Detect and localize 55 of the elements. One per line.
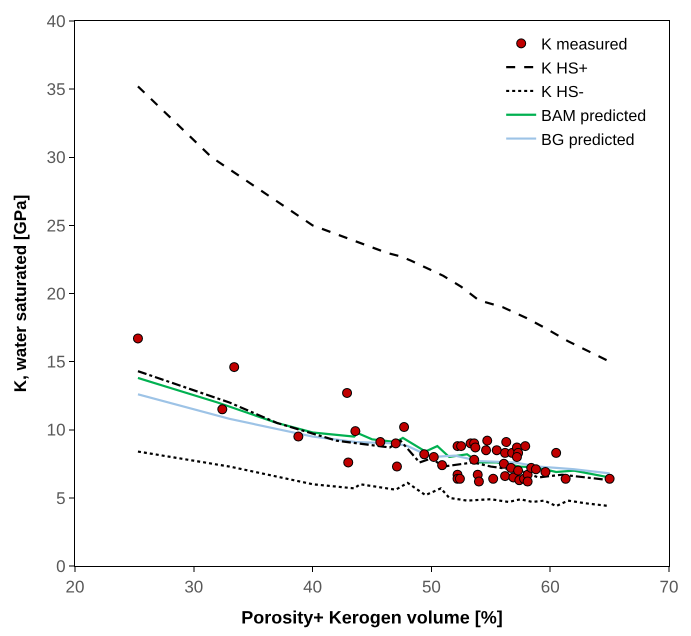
point bbox=[469, 454, 480, 465]
point bbox=[540, 466, 550, 477]
point bbox=[456, 441, 466, 452]
point bbox=[392, 462, 402, 472]
point bbox=[551, 448, 562, 458]
y-tick-label: 40 bbox=[46, 12, 66, 31]
point bbox=[350, 426, 360, 436]
y-tick-label: 10 bbox=[46, 420, 66, 440]
point bbox=[437, 460, 448, 470]
point bbox=[482, 436, 492, 446]
point bbox=[560, 474, 571, 484]
point bbox=[530, 464, 541, 474]
point bbox=[399, 422, 410, 432]
point bbox=[500, 471, 510, 482]
point bbox=[522, 476, 533, 487]
legend-label: BG predicted bbox=[541, 132, 635, 149]
point bbox=[488, 474, 498, 484]
point bbox=[512, 452, 522, 462]
legend-label: K HS+ bbox=[541, 60, 588, 78]
point bbox=[293, 432, 304, 442]
point bbox=[132, 333, 143, 344]
point bbox=[217, 404, 228, 414]
point bbox=[229, 362, 240, 372]
point bbox=[342, 388, 352, 398]
point bbox=[520, 441, 530, 452]
y-tick-label: 35 bbox=[46, 80, 66, 100]
point bbox=[481, 445, 492, 456]
point bbox=[501, 437, 512, 448]
x-tick-label: 50 bbox=[422, 577, 441, 596]
x-tick-label: 40 bbox=[303, 577, 322, 596]
point bbox=[492, 445, 502, 456]
y-tick-label: 15 bbox=[46, 352, 66, 372]
point bbox=[375, 437, 386, 448]
point bbox=[513, 466, 524, 476]
y-tick-label: 5 bbox=[56, 488, 66, 508]
y-axis-title: K, water saturated [GPa] bbox=[11, 194, 30, 392]
x-tick-label: 60 bbox=[540, 577, 560, 596]
legend-label: K measured bbox=[541, 36, 628, 54]
point bbox=[498, 458, 509, 469]
legend-label: BAM predicted bbox=[541, 108, 646, 125]
point bbox=[390, 438, 401, 448]
y-tick-label: 0 bbox=[56, 556, 66, 576]
y-tick-label: 25 bbox=[46, 216, 66, 236]
point bbox=[343, 457, 354, 468]
point bbox=[474, 476, 484, 487]
point bbox=[604, 474, 615, 484]
legend-label: K HS- bbox=[541, 84, 584, 102]
x-tick-label: 30 bbox=[184, 577, 204, 596]
point bbox=[419, 449, 430, 460]
x-tick-label: 70 bbox=[660, 577, 678, 596]
point bbox=[428, 452, 439, 462]
y-tick-label: 20 bbox=[46, 284, 66, 304]
point bbox=[470, 442, 480, 452]
y-tick-label: 30 bbox=[46, 148, 66, 168]
x-axis-title: Porosity+ Kerogen volume [%] bbox=[241, 608, 503, 628]
